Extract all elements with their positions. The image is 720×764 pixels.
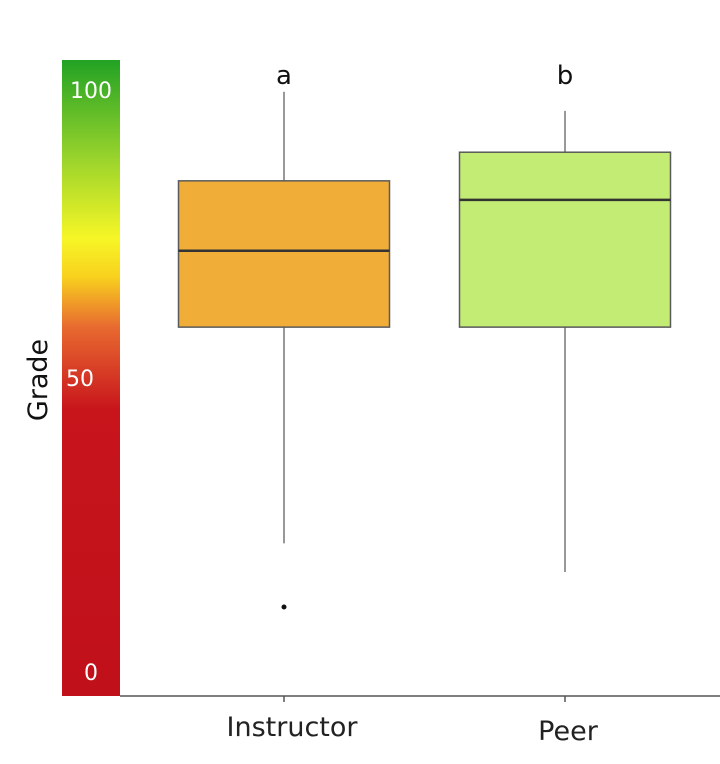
outlier-point: [281, 604, 287, 610]
y-axis-ticks: 0 50 100: [66, 79, 112, 686]
box-iqr: [177, 180, 391, 328]
y-tick-label: 50: [66, 367, 94, 392]
y-tick-label: 0: [84, 661, 98, 686]
grade-colorbar: [62, 60, 120, 696]
x-category-label: Instructor: [227, 712, 359, 743]
box-iqr: [458, 151, 672, 328]
y-tick-label: 100: [70, 79, 112, 104]
group-letter: a: [276, 61, 292, 91]
x-category-label: Peer: [538, 716, 599, 747]
y-axis-label: Grade: [23, 339, 54, 421]
box-group-instructor: a Instructor: [177, 61, 391, 743]
box-group-peer: b Peer: [458, 61, 672, 747]
box-groups: a Instructor b Peer: [177, 61, 672, 747]
group-letter: b: [557, 61, 574, 91]
